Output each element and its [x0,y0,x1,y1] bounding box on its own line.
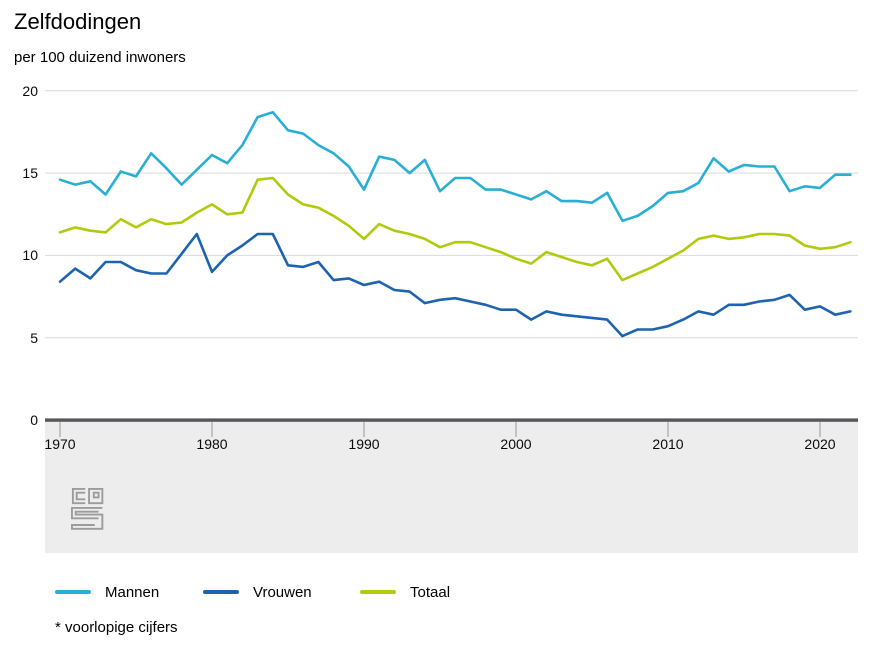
chart-title: Zelfdodingen [14,9,142,34]
chart-subtitle: per 100 duizend inwoners [14,49,186,66]
footnote: * voorlopige cijfers [55,619,178,636]
x-tick-label-2000: 2000 [500,436,532,452]
cbs-logo-c-inner [75,491,86,501]
legend-item-totaal[interactable]: Totaal [360,583,450,601]
line-vrouwen [58,232,852,338]
x-tick-label-2010: 2010 [652,436,684,452]
x-tick-label-2020: 2020 [804,436,836,452]
cbs-logo-b-inner [92,491,100,499]
legend-label-totaal: Totaal [410,583,451,601]
x-tick-label-1970: 1970 [44,436,76,452]
x-tick-label-1980: 1980 [196,436,228,452]
legend-label-mannen: Mannen [105,583,160,601]
cbs-logo-s-upper [71,506,103,520]
cbs-logo-c-outer [71,487,86,505]
x-axis-ticks [59,422,821,437]
legend-item-vrouwen[interactable]: Vrouwen [203,583,312,601]
legend-item-mannen[interactable]: Mannen [55,583,159,601]
gridlines [45,90,858,339]
x-tick-label-1990: 1990 [348,436,380,452]
cbs-logo-b-outer [88,487,104,505]
x-axis-band [45,421,858,553]
cbs-logo-s-lower [71,510,104,530]
series-lines [58,110,852,338]
legend-swatch-vrouwen [203,590,239,594]
line-totaal [58,176,852,282]
y-tick-label-20: 20 [22,82,38,99]
legend-label-vrouwen: Vrouwen [253,583,312,601]
legend-swatch-mannen [55,590,91,594]
x-axis-line [45,418,858,422]
line-mannen [58,110,852,223]
y-tick-label-5: 5 [30,329,38,346]
y-tick-label-15: 15 [22,165,38,182]
y-tick-label-0: 0 [30,412,38,428]
cbs-logo [71,487,104,530]
legend-swatch-totaal [360,590,396,594]
y-tick-label-10: 10 [22,247,38,264]
